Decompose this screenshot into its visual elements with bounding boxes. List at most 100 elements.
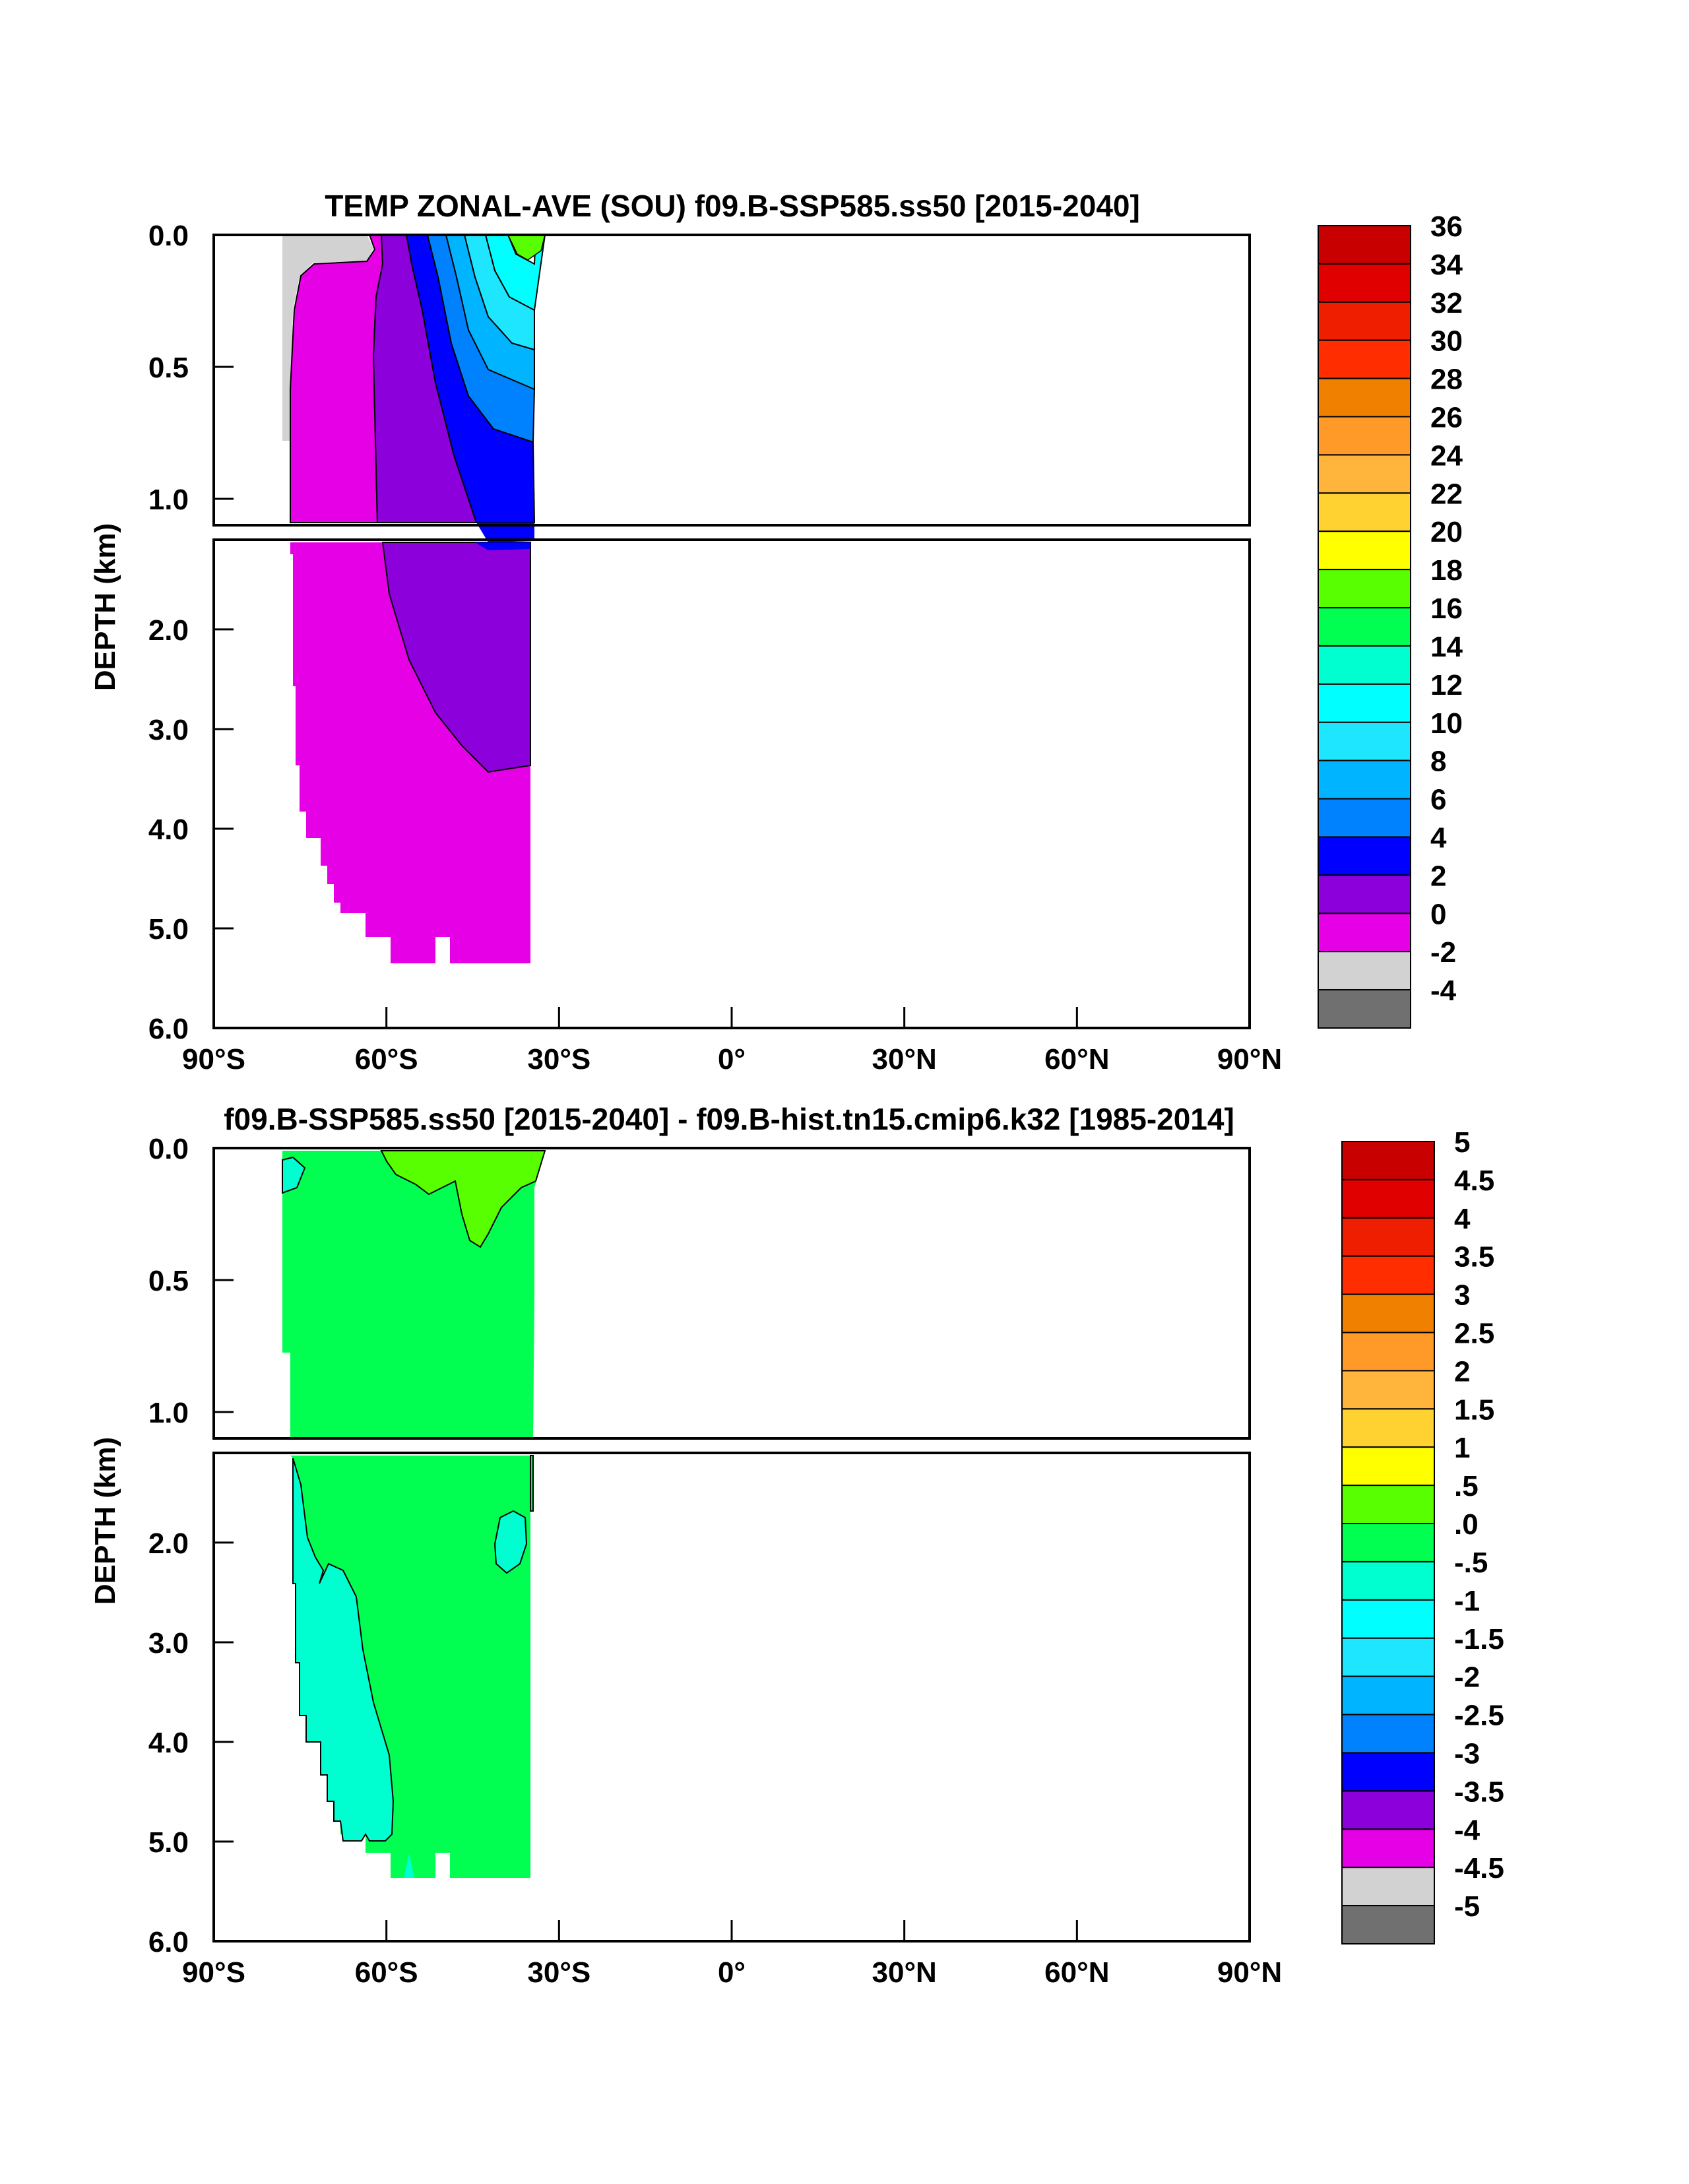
colorbar-swatch bbox=[1318, 759, 1411, 800]
colorbar-label: -1 bbox=[1454, 1585, 1480, 1617]
colorbar-label: 28 bbox=[1430, 364, 1463, 396]
colorbar-swatch bbox=[1341, 1141, 1435, 1180]
colorbar-label: 2 bbox=[1430, 860, 1446, 892]
x-tick-label: 60°S bbox=[355, 1043, 418, 1076]
x-tick-label: 90°S bbox=[182, 1043, 245, 1076]
y-tick-label: 5.0 bbox=[148, 913, 189, 946]
colorbar-swatch bbox=[1318, 530, 1411, 571]
y-tick-label: 2.0 bbox=[148, 614, 189, 647]
colorbar-swatch bbox=[1318, 874, 1411, 915]
panel-2-lower-field bbox=[290, 1455, 534, 1878]
colorbar-label: 32 bbox=[1430, 287, 1463, 319]
colorbar-swatch bbox=[1341, 1560, 1435, 1601]
colorbar-label: 26 bbox=[1430, 402, 1463, 434]
panel-2-ticks: 90°S 60°S 30°S 0° 30°N 60°N 90°N 0.0 0.5 1.0 2.0 3.… bbox=[148, 1133, 1282, 1989]
colorbar-swatch bbox=[1318, 301, 1411, 341]
colorbar-label: 1 bbox=[1454, 1432, 1470, 1464]
y-tick-label: 3.0 bbox=[148, 714, 189, 746]
y-tick-label: 6.0 bbox=[148, 1926, 189, 1958]
colorbar-swatch bbox=[1318, 798, 1411, 838]
colorbar-label: 4 bbox=[1454, 1203, 1471, 1235]
colorbar-swatch bbox=[1318, 569, 1411, 609]
field-teal-diff bbox=[282, 1156, 306, 1194]
colorbar-label: -2 bbox=[1430, 936, 1456, 969]
y-tick-label: 0.0 bbox=[148, 220, 189, 252]
colorbar-swatch bbox=[1318, 454, 1411, 494]
field-teal-diff-bottom bbox=[404, 1853, 414, 1878]
field-lightgreen-diff-right bbox=[530, 1455, 534, 1512]
field-blue-deep-top bbox=[475, 542, 530, 550]
colorbar-swatch bbox=[1318, 683, 1411, 723]
colorbar-swatch bbox=[1318, 951, 1411, 991]
x-tick-label: 90°N bbox=[1217, 1043, 1282, 1076]
y-tick-label: 4.0 bbox=[148, 1727, 189, 1759]
colorbar-swatch bbox=[1341, 1332, 1435, 1372]
colorbar-label: -4.5 bbox=[1454, 1852, 1504, 1884]
field-purple-deep bbox=[381, 542, 531, 773]
colorbar-label: 22 bbox=[1430, 478, 1463, 510]
y-tick-label: 0.5 bbox=[148, 1265, 189, 1297]
colorbar-label: 5 bbox=[1454, 1126, 1470, 1159]
colorbar-swatch bbox=[1341, 1599, 1435, 1639]
panel-1: TEMP ZONAL-AVE (SOU) f09.B-SSP585.ss50 [… bbox=[89, 189, 1463, 1076]
colorbar-swatch bbox=[1341, 1370, 1435, 1410]
colorbar-label: 2 bbox=[1454, 1355, 1470, 1388]
y-tick-label: 4.0 bbox=[148, 814, 189, 846]
colorbar-label: 12 bbox=[1430, 669, 1463, 701]
x-tick-label: 90°S bbox=[182, 1956, 245, 1989]
colorbar-label: 4.5 bbox=[1454, 1165, 1494, 1197]
colorbar-label: 18 bbox=[1430, 554, 1463, 587]
colorbar-label: 16 bbox=[1430, 593, 1463, 625]
colorbar-swatch bbox=[1341, 1637, 1435, 1677]
colorbar-swatch bbox=[1318, 913, 1411, 953]
colorbar-swatch bbox=[1318, 339, 1411, 379]
colorbar-label: 4 bbox=[1430, 821, 1447, 854]
colorbar-label: -2.5 bbox=[1454, 1700, 1504, 1732]
y-tick-label: 0.5 bbox=[148, 352, 189, 384]
colorbar-label: -3 bbox=[1454, 1737, 1480, 1770]
colorbar-swatch bbox=[1318, 263, 1411, 303]
colorbar-swatch bbox=[1318, 492, 1411, 532]
y-tick-label: 0.0 bbox=[148, 1133, 189, 1165]
panel-1-ylabel: DEPTH (km) bbox=[89, 523, 121, 691]
panel-1-upper-frame bbox=[212, 234, 1251, 527]
colorbar-swatch bbox=[1318, 225, 1411, 265]
colorbar-label: 1.5 bbox=[1454, 1394, 1494, 1426]
colorbar-swatch bbox=[1341, 1408, 1435, 1448]
x-tick-label: 60°S bbox=[355, 1956, 418, 1989]
colorbar-swatch bbox=[1341, 1523, 1435, 1562]
colorbar-swatch bbox=[1341, 1714, 1435, 1754]
colorbar-swatch bbox=[1318, 645, 1411, 685]
x-tick-label: 30°N bbox=[872, 1043, 937, 1076]
colorbar-swatch bbox=[1318, 607, 1411, 647]
panel-1-ticks: 90°S 60°S 30°S 0° 30°N 60°N 90°N 0.0 0.5 1.0 2.0 3.… bbox=[148, 220, 1282, 1076]
x-tick-label: 0° bbox=[718, 1956, 746, 1989]
panel-2-colorbar: 54.543.532.521.51.5.0-.5-1-1.5-2-2.5-3-3… bbox=[1341, 1126, 1504, 1944]
panel-2-upper-field bbox=[282, 1150, 546, 1438]
colorbar-label: -4 bbox=[1430, 975, 1457, 1007]
colorbar-label: .0 bbox=[1454, 1508, 1479, 1541]
colorbar-label: 3 bbox=[1454, 1279, 1470, 1312]
colorbar-label: -5 bbox=[1454, 1890, 1480, 1923]
colorbar-swatch bbox=[1318, 836, 1411, 876]
colorbar-label: 10 bbox=[1430, 707, 1463, 740]
colorbar-swatch bbox=[1341, 1675, 1435, 1716]
colorbar-swatch bbox=[1341, 1790, 1435, 1830]
panel-2-ylabel: DEPTH (km) bbox=[89, 1437, 121, 1605]
colorbar-label: -4 bbox=[1454, 1814, 1481, 1846]
x-tick-label: 60°N bbox=[1044, 1956, 1109, 1989]
colorbar-swatch bbox=[1341, 1217, 1435, 1257]
y-tick-label: 1.0 bbox=[148, 484, 189, 516]
colorbar-label: .5 bbox=[1454, 1470, 1479, 1502]
colorbar-swatch bbox=[1341, 1867, 1435, 1907]
colorbar-swatch bbox=[1318, 377, 1411, 418]
panel-2-upper-frame bbox=[212, 1147, 1251, 1440]
colorbar-label: 0 bbox=[1430, 898, 1446, 930]
colorbar-label: 6 bbox=[1430, 784, 1446, 816]
field-magenta-deep bbox=[290, 542, 530, 963]
field-blue-bottom bbox=[476, 523, 534, 542]
x-tick-label: 60°N bbox=[1044, 1043, 1109, 1076]
colorbar-swatch bbox=[1341, 1828, 1435, 1869]
colorbar-swatch bbox=[1341, 1293, 1435, 1333]
